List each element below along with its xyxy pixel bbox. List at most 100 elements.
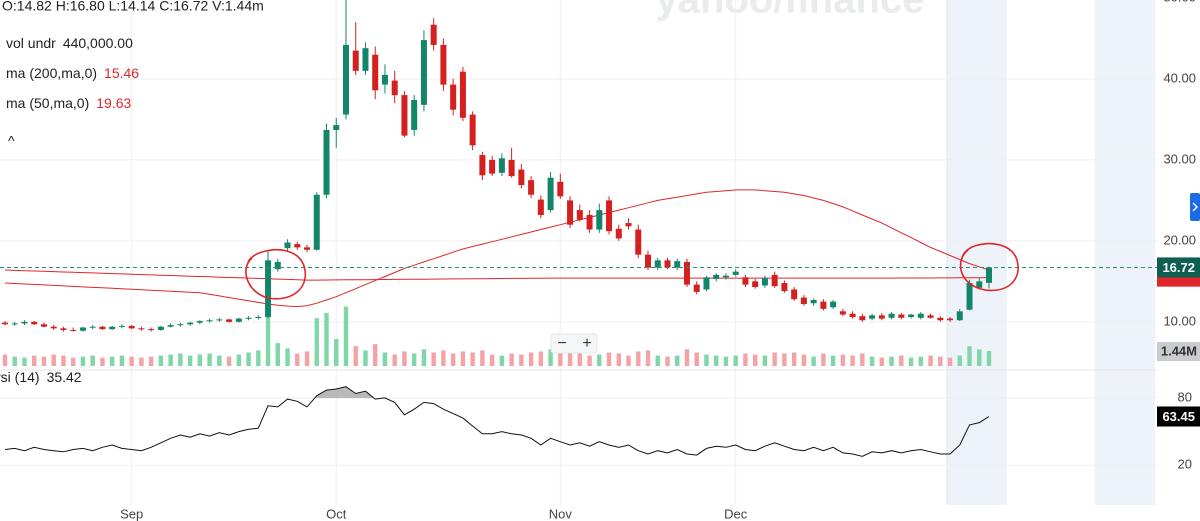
candle-body [956,311,963,321]
side-panel-tab[interactable] [1190,193,1200,221]
candle-body [781,282,788,292]
ohlc-header: O:14.82 H:16.80 L:14.14 C:16.72 V:1.44m [2,0,264,14]
candle-body [401,95,408,136]
candle-body [839,311,846,315]
candle-body [138,328,145,330]
candle-body [128,325,135,329]
volume-bar [421,349,427,366]
candle-body [722,275,729,278]
volume-bar [90,355,95,366]
candle-body [693,284,700,292]
volume-bar [762,355,768,366]
candle-body [606,200,613,232]
moving-average-line [4,189,990,308]
candle-body [21,321,28,324]
volume-bar [148,356,154,366]
volume-bar [382,352,388,366]
rsi-badge-bg [1157,406,1200,427]
candle-body [440,44,447,85]
candle-body [99,326,106,330]
current-period-shade [947,0,1007,505]
candle-body [888,313,895,318]
volume-bar [558,353,563,366]
volume-bar [334,338,339,366]
collapse-toggle[interactable]: ^ [8,133,15,149]
candle-body [664,260,671,268]
volume-bar [977,349,982,366]
volume-bar [275,343,280,366]
candle-body [187,322,194,325]
candle-body [859,316,866,321]
candle-body [498,158,505,173]
volume-bar [752,354,758,366]
volume-bar [928,355,933,366]
candle-body [118,325,125,327]
candle-body [479,155,486,176]
volume-bar [597,354,602,366]
volume-bar [606,352,612,366]
y-tick-label: 20.00 [1163,232,1196,247]
candle-body [411,99,418,130]
volume-bar [840,354,846,366]
candle-body [752,281,759,288]
candle-body [148,329,155,331]
candle-body [274,261,281,270]
volume-bar [373,344,378,366]
y-tick-label: 50.00 [1163,0,1196,4]
price-badge: 16.72 [1162,260,1195,275]
legend-name: ma (50,ma,0) [6,95,89,111]
zoom-out-button[interactable]: − [557,335,566,352]
candle-body [713,274,720,279]
volume-bar [207,353,212,366]
annotation-circle [959,243,1019,292]
volume-bar [411,353,417,366]
volume-bar [577,353,583,366]
legend-value: 19.63 [96,95,131,111]
candle-body [557,181,564,197]
volume-bar [2,354,8,366]
candle-body [352,50,359,71]
ma-legend: ma (50,ma,0) 19.63 [6,95,131,111]
candle-body [654,260,661,268]
candle-body [167,325,174,327]
volume-bar [918,356,924,366]
volume-bar [41,356,47,366]
volume-bar [733,355,738,366]
candle-body [986,267,992,283]
candle-body [869,315,876,319]
candle-body [381,74,388,85]
volume-bar [363,350,368,366]
candle-body [917,313,924,318]
candle-body [635,229,642,255]
y-tick-label: 10.00 [1163,313,1196,328]
legend-value: 35.42 [47,369,82,385]
volume-bar [61,355,66,366]
candle-body [947,318,954,321]
volume-bar [32,355,37,366]
ma-legend: ma (200,ma,0) 15.46 [6,65,139,81]
candle-body [761,278,768,286]
candle-body [226,319,233,322]
candle-body [898,314,905,318]
volume-bar [636,351,641,366]
candle-body [742,277,749,285]
candle-body [908,314,915,317]
candle-body [196,321,203,323]
volume-bar [119,355,125,366]
volume-bar [519,354,524,366]
volume-bar [743,353,748,366]
candle-body [459,71,466,118]
volume-bar [100,357,105,366]
zoom-in-button[interactable]: + [582,335,591,352]
zoom-panel [550,333,598,354]
candle-body [878,315,885,319]
volume-bar [684,349,690,366]
candle-body [79,327,86,331]
volume-bar [957,355,962,366]
x-tick-label: Dec [724,506,748,521]
volume-bar [801,354,807,366]
candle-body [937,317,944,321]
rsi-tick-label: 20 [1178,457,1192,472]
volume-bar [139,357,144,366]
